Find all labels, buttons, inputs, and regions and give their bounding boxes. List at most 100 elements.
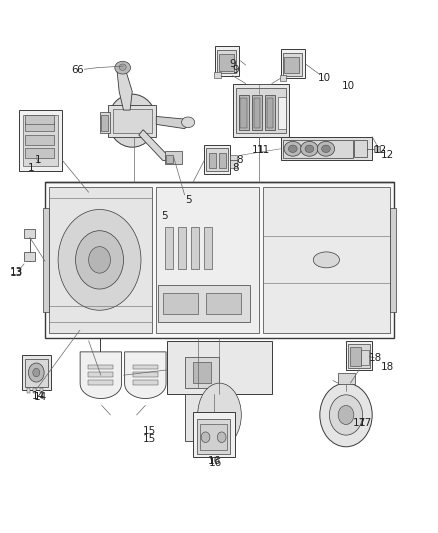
Text: 8: 8: [235, 156, 242, 165]
Ellipse shape: [197, 383, 241, 447]
Bar: [184, 394, 228, 441]
Ellipse shape: [33, 368, 40, 377]
Bar: [113, 109, 152, 133]
Ellipse shape: [283, 141, 301, 156]
Bar: [193, 413, 234, 457]
Text: 12: 12: [380, 150, 393, 160]
Text: 18: 18: [368, 353, 381, 362]
Bar: [218, 152, 226, 168]
Text: 16: 16: [207, 456, 220, 466]
Text: 18: 18: [380, 362, 393, 372]
Bar: [88, 380, 113, 384]
Ellipse shape: [321, 145, 329, 152]
Bar: [217, 50, 236, 73]
Polygon shape: [117, 68, 132, 110]
Ellipse shape: [115, 61, 130, 74]
Bar: [236, 88, 286, 133]
Ellipse shape: [108, 94, 156, 147]
Ellipse shape: [201, 432, 209, 442]
Bar: [165, 151, 182, 164]
Ellipse shape: [313, 252, 339, 268]
Bar: [24, 229, 35, 238]
Ellipse shape: [88, 247, 110, 273]
Bar: [280, 49, 304, 78]
Bar: [252, 95, 261, 130]
Text: 5: 5: [161, 211, 168, 221]
Bar: [133, 372, 157, 377]
Ellipse shape: [75, 231, 123, 289]
Bar: [25, 135, 53, 144]
Polygon shape: [124, 352, 166, 399]
Polygon shape: [156, 116, 188, 128]
Ellipse shape: [288, 145, 297, 152]
Bar: [206, 293, 241, 314]
Text: 9: 9: [229, 59, 235, 69]
Bar: [24, 252, 35, 261]
Text: 9: 9: [232, 66, 239, 75]
Bar: [88, 365, 113, 369]
Bar: [204, 227, 212, 269]
Text: 14: 14: [34, 392, 47, 402]
Bar: [265, 95, 274, 130]
Ellipse shape: [181, 117, 194, 127]
Text: 17: 17: [352, 418, 365, 428]
Bar: [389, 208, 395, 312]
Bar: [208, 152, 216, 168]
Bar: [360, 350, 368, 365]
Text: 5: 5: [185, 195, 192, 205]
Bar: [166, 155, 173, 163]
Bar: [162, 293, 197, 314]
Text: 6: 6: [71, 66, 78, 75]
Bar: [280, 136, 371, 160]
Text: 15: 15: [143, 434, 156, 444]
Bar: [262, 187, 389, 333]
Bar: [350, 347, 360, 366]
Text: 8: 8: [232, 164, 239, 173]
Bar: [199, 424, 226, 450]
Polygon shape: [80, 352, 121, 399]
Bar: [230, 155, 237, 168]
Bar: [206, 148, 228, 171]
Bar: [218, 54, 233, 71]
Text: 13: 13: [10, 267, 23, 277]
Text: 6: 6: [76, 66, 83, 75]
Bar: [347, 344, 369, 368]
Bar: [40, 389, 43, 393]
Text: 11: 11: [256, 145, 269, 155]
Bar: [253, 99, 259, 127]
Bar: [196, 419, 230, 454]
Bar: [25, 359, 47, 387]
Bar: [191, 227, 198, 269]
Ellipse shape: [119, 64, 126, 70]
Text: 15: 15: [143, 426, 156, 436]
Bar: [184, 357, 219, 389]
Ellipse shape: [217, 432, 226, 442]
Text: 1: 1: [28, 164, 34, 173]
Text: 17: 17: [358, 418, 371, 428]
Bar: [282, 53, 301, 76]
Bar: [99, 112, 110, 133]
Bar: [108, 105, 156, 136]
Bar: [23, 115, 58, 166]
Bar: [88, 372, 113, 377]
Bar: [19, 110, 62, 171]
Bar: [22, 355, 50, 390]
Ellipse shape: [28, 363, 44, 382]
Bar: [43, 208, 49, 312]
Bar: [156, 187, 258, 333]
Bar: [266, 99, 272, 127]
Ellipse shape: [317, 141, 334, 156]
Bar: [374, 146, 379, 152]
Text: 10: 10: [341, 81, 354, 91]
Bar: [25, 122, 53, 131]
Bar: [214, 72, 220, 78]
Bar: [282, 140, 352, 158]
Bar: [193, 362, 210, 383]
Bar: [279, 75, 286, 81]
Bar: [45, 182, 393, 338]
Polygon shape: [138, 130, 171, 160]
Bar: [165, 227, 173, 269]
Bar: [215, 46, 239, 76]
Bar: [25, 115, 53, 124]
Bar: [49, 187, 152, 333]
